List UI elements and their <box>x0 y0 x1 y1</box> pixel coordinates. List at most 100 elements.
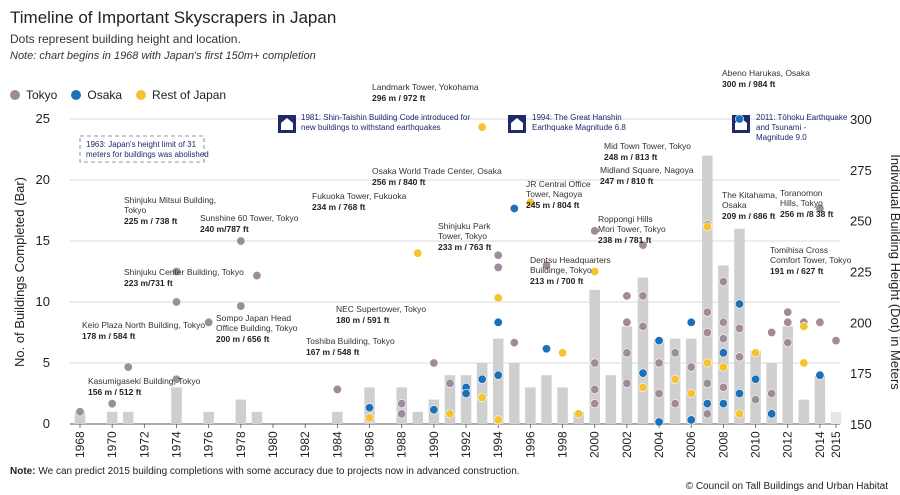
height-dot <box>718 399 728 409</box>
bar <box>444 375 456 424</box>
height-dot <box>75 407 85 417</box>
height-dot <box>493 262 503 272</box>
bar <box>782 326 793 424</box>
bar <box>814 375 826 424</box>
height-dot <box>397 399 407 409</box>
legend-swatch-rest-of-japan <box>136 90 147 100</box>
bar <box>830 411 842 424</box>
height-dot <box>590 266 600 276</box>
y2-tick-label: 250 <box>850 214 872 229</box>
height-dot <box>236 301 246 311</box>
height-dot <box>783 317 793 327</box>
height-dot <box>236 236 246 246</box>
height-dot <box>670 399 680 409</box>
height-dot <box>686 317 696 327</box>
y2-tick-label: 150 <box>850 417 872 432</box>
height-dot <box>429 405 439 415</box>
height-dot <box>509 338 519 348</box>
annotation-name: The Kitahama, Osaka <box>722 190 777 210</box>
annotation-value: 233 m / 763 ft <box>438 242 492 252</box>
footnote-label: Note: <box>10 466 36 477</box>
height-dot <box>831 336 841 346</box>
annotation-value: 256 m /8 38 ft <box>780 209 834 219</box>
y-tick-label: 25 <box>36 111 50 126</box>
annotation-value: 234 m / 768 ft <box>312 202 366 212</box>
annotation-value: 240 m/787 ft <box>200 224 249 234</box>
height-dot <box>767 409 777 419</box>
y-tick-label: 20 <box>36 172 50 187</box>
height-dot <box>718 334 728 344</box>
height-dot <box>123 362 133 372</box>
annotation-value: 213 m / 700 ft <box>530 276 584 286</box>
x-tick-label: 1998 <box>556 431 570 458</box>
height-dot <box>751 374 761 384</box>
y2-tick-label: 275 <box>850 163 872 178</box>
height-dot <box>477 122 487 132</box>
height-dot <box>718 317 728 327</box>
x-tick-label: 2004 <box>652 431 666 458</box>
x-tick-label: 1976 <box>202 431 216 458</box>
height-dot <box>638 240 648 250</box>
height-dot <box>734 388 744 398</box>
annotation-value: 247 m / 810 ft <box>600 176 654 186</box>
height-dot <box>477 374 487 384</box>
height-dot <box>686 388 696 398</box>
height-dot <box>718 382 728 392</box>
height-dot <box>445 378 455 388</box>
x-tick-label: 2002 <box>620 431 634 458</box>
height-dot <box>493 415 503 425</box>
bar <box>557 387 568 424</box>
height-dot <box>622 291 632 301</box>
height-dot <box>654 388 664 398</box>
x-tick-label: 1980 <box>266 431 280 458</box>
legend-item-tokyo: Tokyo <box>10 88 57 102</box>
annotation-name: Tomihisa Cross Comfort Tower, Tokyo <box>770 245 852 265</box>
height-dot <box>509 203 519 213</box>
bar <box>412 411 424 424</box>
x-tick-label: 1996 <box>523 431 537 458</box>
annotation-name: JR Central Office Tower, Nagoya <box>526 179 591 199</box>
height-dot <box>590 399 600 409</box>
height-dot <box>541 260 551 270</box>
height-dot <box>638 321 648 331</box>
annotation-name: Keio Plaza North Building, Tokyo <box>82 320 205 330</box>
event-2011-label: 2011: Tōhoku Earthquake and Tsunami -Magn… <box>756 113 848 142</box>
annotation-value: 191 m / 627 ft <box>770 266 824 276</box>
bar <box>332 411 343 424</box>
footnote: Note: We can predict 2015 building compl… <box>10 466 520 477</box>
height-dot <box>670 374 680 384</box>
height-dot <box>638 368 648 378</box>
x-tick-label: 1972 <box>137 431 151 458</box>
height-dot <box>686 415 696 425</box>
height-dot <box>172 266 182 276</box>
height-dot <box>718 277 728 287</box>
event-1994-label: 1994: The Great Hanshin Earthquake Magnit… <box>532 113 626 132</box>
height-dot <box>654 417 664 427</box>
height-dot <box>590 358 600 368</box>
bar <box>509 363 520 424</box>
x-tick-label: 2012 <box>781 431 795 458</box>
height-dot <box>734 409 744 419</box>
bar <box>460 375 472 424</box>
height-dot <box>365 413 375 423</box>
bar <box>589 289 600 424</box>
height-dot <box>204 317 214 327</box>
x-tick-label: 1982 <box>298 431 312 458</box>
y2-tick-label: 300 <box>850 112 872 127</box>
annotation-value: 156 m / 512 ft <box>88 387 142 397</box>
x-tick-label: 1978 <box>234 431 248 458</box>
height-dot <box>799 358 809 368</box>
height-dot <box>622 317 632 327</box>
bar <box>74 411 86 424</box>
annotation-name: Midland Square, Nagoya <box>600 165 694 175</box>
legend-label-osaka: Osaka <box>87 88 123 102</box>
x-tick-label: 1974 <box>170 431 184 458</box>
height-dot <box>718 362 728 372</box>
height-dot <box>815 317 825 327</box>
legend-label-rest-of-japan: Rest of Japan <box>152 88 227 102</box>
height-dot <box>413 248 423 258</box>
bar <box>637 277 649 424</box>
height-dot <box>783 338 793 348</box>
height-dot <box>783 307 793 317</box>
